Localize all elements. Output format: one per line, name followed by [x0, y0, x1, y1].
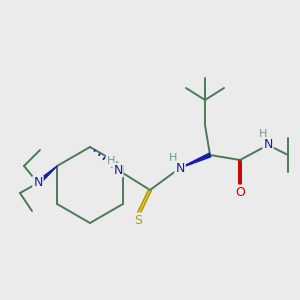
Text: H: H [107, 156, 115, 166]
Text: N: N [113, 164, 123, 176]
Text: O: O [235, 185, 245, 199]
Text: S: S [134, 214, 142, 226]
Text: N: N [175, 161, 185, 175]
Polygon shape [37, 166, 57, 184]
Text: N: N [263, 139, 273, 152]
Polygon shape [180, 153, 211, 168]
Text: H: H [169, 153, 177, 163]
Text: H: H [259, 129, 267, 139]
Text: N: N [33, 176, 43, 190]
